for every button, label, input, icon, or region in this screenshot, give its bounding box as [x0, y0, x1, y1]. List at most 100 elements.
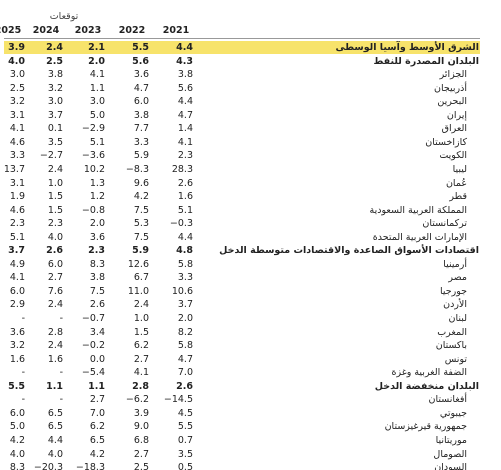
value-cell: 6.0: [133, 96, 149, 108]
value-cell: 4.0: [47, 448, 63, 460]
country-label: المملكة العربية السعودية: [369, 204, 467, 216]
value-cell: 2.4: [47, 163, 63, 175]
value-cell: 5.5: [177, 421, 193, 433]
year-header: 2025: [0, 25, 22, 36]
value-cell: 3.8: [177, 69, 193, 81]
value-cell: 3.7: [177, 299, 193, 311]
value-cell: 5.1: [9, 231, 25, 243]
value-cell: -: [59, 394, 63, 406]
value-cell: 2.7: [133, 448, 149, 460]
country-label: تركمانستان: [422, 218, 467, 230]
country-label: أرمينيا: [443, 258, 467, 270]
value-cell: 5.9: [133, 150, 149, 162]
value-cell: 5.3: [133, 218, 149, 230]
value-cell: 4.0: [8, 55, 25, 67]
year-header: 2023: [74, 25, 102, 36]
value-cell: 3.5: [177, 448, 193, 460]
value-cell: 2.1: [88, 42, 105, 53]
country-label: الجزائر: [439, 69, 467, 81]
header-rule: [4, 38, 480, 39]
year-header: 2022: [118, 25, 146, 36]
year-header: 2021: [162, 25, 190, 36]
value-cell: −0.2: [81, 340, 105, 352]
value-cell: −5.4: [81, 367, 105, 379]
value-cell: 7.0: [89, 407, 105, 419]
value-cell: 2.0: [177, 313, 193, 324]
value-cell: −2.7: [39, 150, 63, 162]
value-cell: 4.3: [176, 55, 193, 67]
value-cell: 4.2: [9, 434, 25, 446]
value-cell: 3.6: [9, 326, 25, 338]
value-cell: 1.1: [46, 380, 63, 392]
group-label: البلدان منخفضة الدخل: [374, 380, 479, 392]
value-cell: 1.5: [133, 326, 149, 338]
value-cell: −0.7: [81, 313, 105, 324]
value-cell: 3.1: [9, 109, 25, 121]
country-label: البحرين: [437, 96, 467, 108]
country-label: باكستان: [435, 340, 467, 352]
country-label: إيران: [446, 109, 467, 121]
value-cell: 2.5: [133, 462, 149, 470]
value-cell: −0.8: [81, 204, 105, 216]
value-cell: -: [21, 394, 25, 406]
value-cell: 1.1: [88, 380, 105, 392]
value-cell: 7.0: [177, 367, 193, 379]
value-cell: 1.6: [47, 353, 63, 365]
value-cell: 2.7: [89, 394, 105, 406]
value-cell: 2.4: [47, 340, 63, 352]
value-cell: 6.2: [133, 340, 149, 352]
value-cell: 5.9: [132, 245, 149, 257]
value-cell: 3.8: [47, 69, 63, 81]
country-label: قطر: [449, 191, 467, 203]
value-cell: 3.2: [47, 82, 63, 94]
value-cell: −3.6: [81, 150, 105, 162]
value-cell: 6.8: [133, 434, 149, 446]
value-cell: 3.1: [9, 177, 25, 189]
value-cell: 4.7: [177, 109, 193, 121]
value-cell: 2.3: [88, 245, 105, 257]
country-label: عُمان: [445, 177, 467, 189]
value-cell: 5.1: [177, 204, 193, 216]
value-cell: 2.3: [47, 218, 63, 230]
value-cell: 3.8: [133, 109, 149, 121]
value-cell: 5.6: [177, 82, 193, 94]
value-cell: 6.5: [89, 434, 105, 446]
value-cell: 2.4: [46, 42, 63, 53]
value-cell: -: [59, 313, 63, 324]
value-cell: 4.8: [176, 245, 193, 257]
country-label: الضفة الغربية وغزة: [391, 367, 467, 379]
value-cell: 4.0: [9, 448, 25, 460]
value-cell: 5.0: [89, 109, 105, 121]
value-cell: 3.9: [8, 42, 25, 53]
country-label: مصر: [448, 272, 467, 284]
group-label: الشرق الأوسط وآسيا الوسطى: [335, 42, 479, 53]
value-cell: 5.0: [9, 421, 25, 433]
value-cell: 13.7: [3, 163, 25, 175]
value-cell: 7.5: [89, 285, 105, 297]
value-cell: 6.0: [47, 258, 63, 270]
value-cell: 0.5: [177, 462, 193, 470]
value-cell: 3.4: [89, 326, 105, 338]
country-label: جمهورية قيرغيزستان: [384, 421, 467, 433]
value-cell: 1.2: [89, 191, 105, 203]
value-cell: 2.7: [133, 353, 149, 365]
value-cell: 2.3: [177, 150, 193, 162]
value-cell: 2.6: [89, 299, 105, 311]
value-cell: 2.4: [47, 299, 63, 311]
value-cell: 7.5: [133, 204, 149, 216]
value-cell: 4.2: [89, 448, 105, 460]
value-cell: 7.6: [47, 285, 63, 297]
value-cell: -: [21, 313, 25, 324]
value-cell: 2.0: [88, 55, 105, 67]
value-cell: 11.0: [127, 285, 149, 297]
country-label: العراق: [441, 123, 467, 135]
value-cell: 6.7: [133, 272, 149, 284]
value-cell: 1.0: [47, 177, 63, 189]
country-label: ليبيا: [452, 163, 467, 175]
country-label: جورجيا: [439, 285, 467, 297]
value-cell: 4.4: [177, 96, 193, 108]
value-cell: 4.1: [9, 123, 25, 135]
value-cell: 4.1: [89, 69, 105, 81]
value-cell: 6.2: [89, 421, 105, 433]
value-cell: 1.5: [47, 204, 63, 216]
